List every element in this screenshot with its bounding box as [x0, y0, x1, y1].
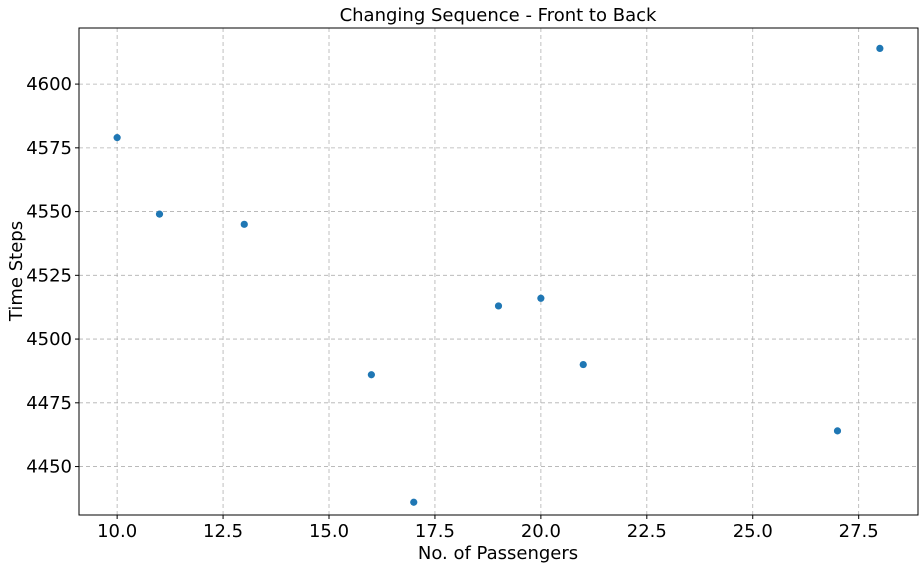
y-tick-label: 4500: [26, 329, 72, 350]
x-axis-ticks: 10.0 12.5 15.0 17.5 20.0 22.5 25.0 27.5: [97, 515, 879, 542]
x-tick-label: 22.5: [627, 521, 667, 542]
plot-area-frame: [78, 27, 919, 516]
scatter-point: [367, 371, 375, 379]
x-tick-label: 15.0: [309, 521, 349, 542]
y-axis-label: Time Steps: [6, 221, 27, 322]
x-tick-label: 17.5: [415, 521, 455, 542]
scatter-point: [410, 498, 418, 506]
scatter-point: [537, 294, 545, 302]
scatter-point: [113, 134, 121, 142]
y-tick-label: 4575: [26, 138, 72, 159]
y-tick-label: 4600: [26, 74, 72, 95]
scatter-point: [579, 360, 587, 369]
x-tick-label: 10.0: [97, 521, 137, 542]
x-tick-label: 12.5: [203, 521, 243, 542]
y-tick-label: 4525: [26, 265, 72, 286]
scatter-point: [876, 44, 884, 52]
chart-title: Changing Sequence - Front to Back: [340, 5, 657, 26]
scatter-point: [240, 220, 248, 228]
scatter-points: [113, 44, 884, 506]
scatter-point: [155, 210, 164, 218]
y-axis-ticks: 4450 4475 4500 4525 4550 4575 4600: [26, 74, 79, 478]
y-tick-label: 4450: [26, 457, 72, 478]
y-tick-label: 4550: [26, 202, 72, 223]
x-tick-label: 20.0: [521, 521, 561, 542]
scatter-point: [494, 302, 503, 310]
y-tick-label: 4475: [26, 393, 72, 414]
scatter-point: [833, 427, 842, 435]
x-axis-label: No. of Passengers: [418, 543, 578, 564]
x-tick-label: 25.0: [733, 521, 773, 542]
x-tick-label: 27.5: [839, 521, 879, 542]
